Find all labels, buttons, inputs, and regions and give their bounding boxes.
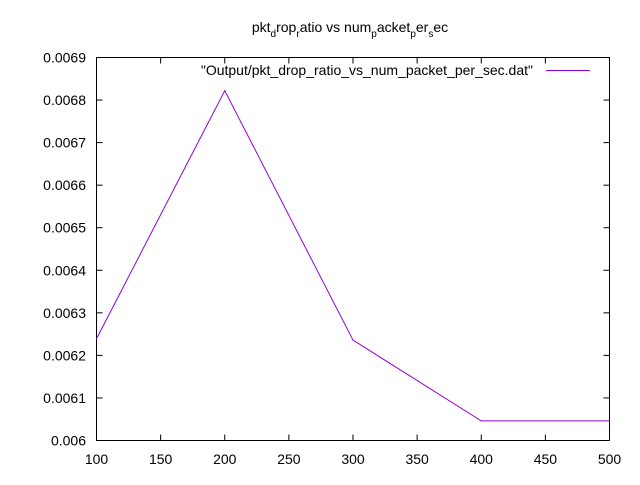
chart-title-part: d	[271, 29, 277, 40]
chart-title-part: s	[428, 29, 433, 40]
chart-title-part: p	[410, 29, 416, 40]
series-line	[96, 89, 610, 422]
legend: "Output/pkt_drop_ratio_vs_num_packet_per…	[201, 62, 590, 78]
series-layer	[95, 89, 611, 422]
x-tick-label: 150	[149, 451, 173, 467]
data-point	[352, 339, 354, 341]
y-tick-label: 0.0063	[43, 305, 86, 321]
x-tick-label: 450	[534, 451, 558, 467]
chart-title-part: atio vs num	[300, 19, 372, 35]
y-tick-label: 0.0067	[43, 135, 86, 151]
y-tick-label: 0.0066	[43, 177, 86, 193]
chart-title: pktdropratio vs numpacketpersec	[252, 19, 448, 40]
y-tick-label: 0.0065	[43, 220, 86, 236]
x-tick-label: 250	[277, 451, 301, 467]
y-tick-label: 0.0064	[43, 262, 86, 278]
y-tick-label: 0.0062	[43, 347, 86, 363]
y-axis: 0.006 0.0061 0.0062 0.0063 0.0064 0.0065 0.006…	[43, 50, 610, 449]
x-axis: 100 150 200 250 300 350 400 450 500	[85, 57, 622, 467]
x-tick-label: 350	[405, 451, 429, 467]
data-point	[95, 338, 98, 340]
chart-title-part: pkt	[252, 19, 271, 35]
y-tick-label: 0.006	[51, 433, 86, 449]
chart-title-part: p	[371, 29, 377, 40]
x-tick-label: 100	[85, 451, 109, 467]
chart-title-part: ec	[433, 19, 448, 35]
y-tick-label: 0.0069	[43, 50, 86, 66]
y-tick-label: 0.0061	[43, 390, 86, 406]
chart-title-part: acket	[377, 19, 411, 35]
data-point	[480, 420, 482, 422]
x-tick-label: 300	[341, 451, 365, 467]
x-tick-label: 400	[470, 451, 494, 467]
legend-entry-label: "Output/pkt_drop_ratio_vs_num_packet_per…	[201, 62, 533, 78]
chart-title-part: er	[416, 19, 429, 35]
x-tick-label: 200	[213, 451, 237, 467]
chart-title-part: r	[296, 29, 300, 40]
y-tick-label: 0.0068	[43, 92, 86, 108]
data-point	[608, 420, 611, 422]
data-point	[224, 90, 226, 92]
plot-frame	[96, 57, 610, 441]
x-tick-label: 500	[598, 451, 622, 467]
chart-title-part: rop	[276, 19, 296, 35]
